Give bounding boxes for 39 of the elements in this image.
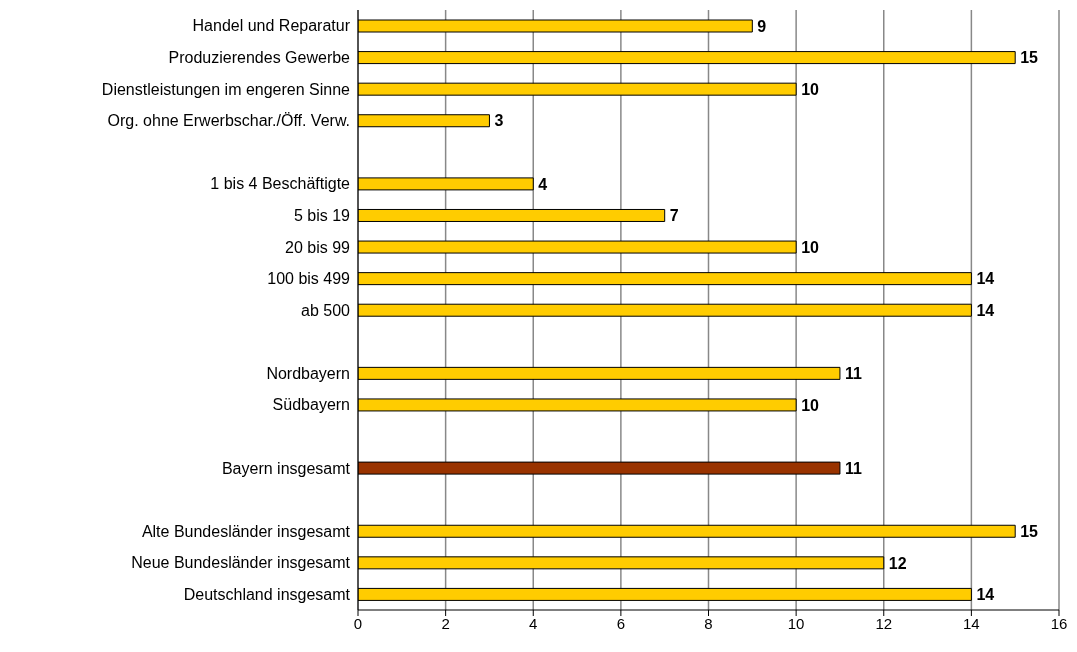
y-tick-label: ab 500	[301, 301, 351, 319]
y-tick-label: Bayern insgesamt	[221, 459, 351, 477]
y-tick-label: 1 bis 4 Beschäftigte	[210, 175, 351, 193]
y-tick-label: Nordbayern	[266, 364, 350, 382]
x-tick-label: 8	[704, 614, 713, 632]
x-tick-label: 10	[787, 614, 805, 632]
x-tick-label: 4	[529, 614, 538, 632]
x-tick-label: 0	[353, 614, 363, 632]
y-tick-label: Südbayern	[272, 396, 350, 414]
x-tick-label: 6	[616, 614, 626, 632]
data-label: 14	[976, 301, 995, 319]
y-tick-label: Dienstleistungen im engeren Sinne	[101, 80, 351, 98]
data-label: 11	[844, 459, 862, 477]
data-label: 7	[669, 207, 679, 225]
x-tick-label: 12	[875, 614, 893, 632]
data-label: 14	[976, 586, 995, 604]
y-tick-label: 5 bis 19	[293, 206, 351, 224]
data-label: 15	[1020, 49, 1039, 67]
data-label: 12	[888, 554, 907, 572]
y-tick-label: Org. ohne Erwerbschar./Öff. Verw.	[107, 112, 350, 130]
data-label: 10	[801, 238, 820, 256]
x-tick-label: 16	[1050, 614, 1068, 632]
x-tick-label: 14	[963, 614, 980, 632]
y-tick-label: Deutschland insgesamt	[183, 585, 351, 603]
y-tick-label: Alte Bundesländer insgesamt	[141, 522, 351, 540]
y-tick-label: 100 bis 499	[267, 270, 351, 288]
data-label: 11	[844, 365, 862, 383]
data-label: 10	[801, 396, 820, 414]
data-label: 14	[976, 270, 995, 288]
x-tick-label: 2	[441, 614, 450, 632]
data-label: 10	[801, 80, 820, 98]
y-tick-label: Produzierendes Gewerbe	[168, 49, 351, 67]
data-label: 4	[538, 175, 548, 193]
data-label: 3	[494, 112, 504, 130]
data-label: 15	[1020, 522, 1039, 540]
y-tick-label: Neue Bundesländer insgesamt	[131, 554, 351, 572]
data-label: 9	[757, 17, 767, 35]
y-tick-label: 20 bis 99	[285, 238, 351, 256]
y-tick-label: Handel und Reparatur	[192, 17, 351, 35]
